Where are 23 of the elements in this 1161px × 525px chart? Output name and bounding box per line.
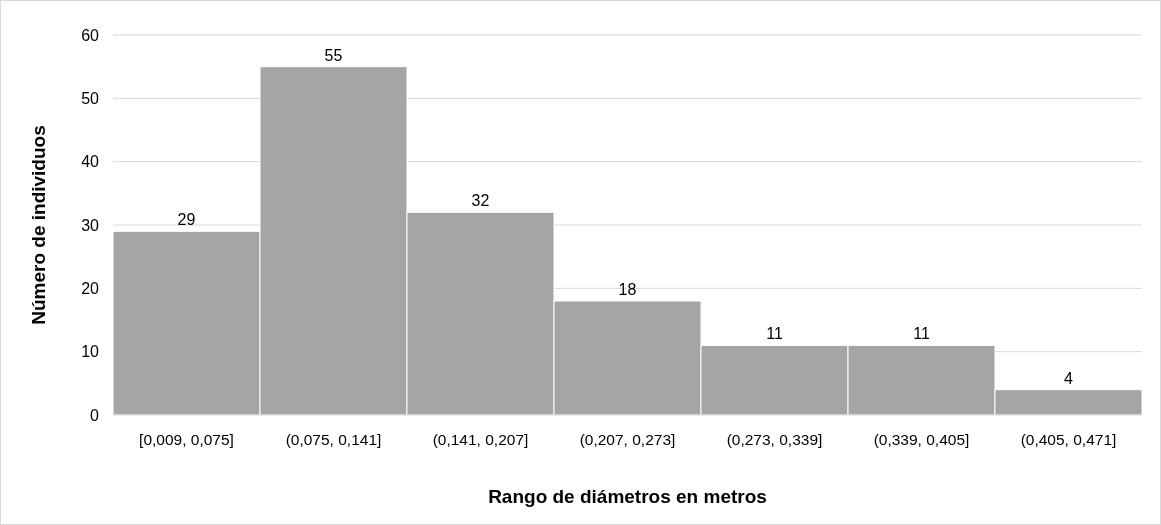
x-tick-label: (0,141, 0,207] [432, 431, 529, 448]
data-label: 32 [471, 192, 490, 210]
y-tick-label: 0 [90, 406, 100, 424]
x-tick-label: (0,339, 0,405] [873, 431, 970, 448]
x-tick-label: (0,207, 0,273] [579, 431, 676, 448]
y-tick-label: 50 [81, 89, 100, 107]
data-label: 18 [618, 281, 637, 298]
y-tick-label: 10 [81, 343, 100, 361]
x-tick-label: [0,009, 0,075] [139, 431, 234, 448]
data-label: 11 [913, 325, 930, 343]
x-tick-label: (0,273, 0,339] [726, 431, 823, 448]
y-axis-title: Número de individuos [28, 125, 49, 325]
data-label: 4 [1064, 369, 1074, 387]
x-axis-title: Rango de diámetros en metros [488, 486, 767, 507]
data-label: 29 [177, 211, 196, 229]
y-tick-label: 60 [81, 26, 100, 44]
data-label: 55 [324, 46, 343, 64]
y-tick-label: 30 [81, 216, 100, 234]
y-tick-label: 40 [81, 153, 100, 171]
data-label: 11 [766, 325, 783, 343]
x-tick-label: (0,075, 0,141] [285, 431, 382, 448]
x-tick-label: (0,405, 0,471] [1020, 431, 1117, 448]
y-tick-label: 20 [81, 279, 100, 297]
